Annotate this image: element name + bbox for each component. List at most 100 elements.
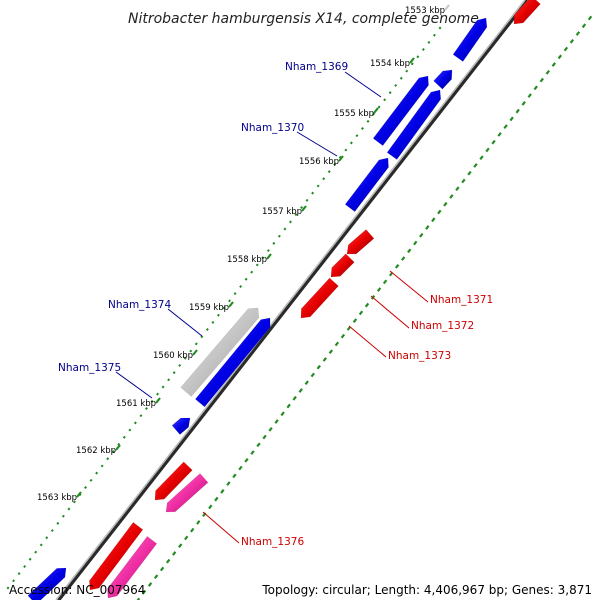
tick-dot	[34, 550, 38, 554]
tick-dash	[497, 132, 502, 137]
accession-text: Accession: NC_007964	[9, 583, 146, 597]
tick-dash	[581, 23, 587, 29]
tick-dot	[311, 191, 315, 195]
kbp-major-tick	[115, 444, 121, 451]
gene-reverse[interactable]	[154, 461, 193, 501]
tick-dash	[153, 574, 159, 580]
gene-pseudo[interactable]	[180, 307, 260, 397]
tick-dash	[557, 54, 563, 60]
tick-dash	[256, 442, 261, 448]
tick-dot	[316, 184, 320, 188]
tick-dot	[277, 234, 281, 238]
tick-dash	[250, 450, 255, 455]
tick-dash	[364, 302, 370, 308]
kbp-major-tick	[444, 4, 450, 11]
tick-dot	[250, 270, 254, 274]
gene-label-forward[interactable]: Nham_1370	[241, 122, 304, 134]
tick-dot	[128, 428, 132, 432]
tick-dash	[515, 108, 520, 114]
tick-dot	[377, 105, 381, 109]
tick-dot	[388, 91, 392, 95]
tick-dot	[100, 464, 104, 468]
tick-dash	[172, 551, 177, 556]
tick-dash	[467, 170, 472, 176]
tick-dash	[509, 116, 514, 122]
gene-reverse[interactable]	[330, 253, 355, 278]
tick-dash	[563, 46, 569, 52]
tick-dash	[280, 411, 285, 417]
gene-reverse[interactable]	[89, 522, 144, 591]
tick-dash	[165, 558, 171, 564]
gene-label-forward[interactable]: Nham_1374	[108, 299, 171, 311]
gene-label-reverse[interactable]: Nham_1376	[241, 536, 304, 548]
gene-forward[interactable]	[433, 69, 453, 90]
gene-rna[interactable]	[165, 473, 209, 513]
tick-dot	[23, 564, 27, 568]
tick-dot	[222, 306, 226, 310]
gene-features	[27, 0, 541, 600]
tick-dash	[376, 287, 382, 292]
tick-dot	[6, 586, 10, 590]
tick-dot	[72, 500, 76, 504]
tick-dash	[449, 194, 454, 199]
tick-dot	[355, 134, 359, 138]
gene-label-forward-leader	[115, 371, 153, 399]
tick-dash	[539, 77, 544, 83]
tick-dash	[413, 240, 418, 246]
gene-label-reverse-leader	[389, 270, 429, 303]
kbp-major-tick	[76, 491, 82, 498]
tick-dot	[39, 543, 43, 547]
tick-dot	[167, 378, 171, 382]
gene-label-reverse[interactable]: Nham_1371	[430, 294, 493, 306]
gene-label-forward[interactable]: Nham_1369	[285, 61, 348, 73]
tick-dash	[214, 496, 219, 502]
tick-dot	[61, 514, 65, 518]
gene-forward[interactable]	[452, 17, 488, 62]
tick-dot	[144, 407, 148, 410]
gene-forward[interactable]	[386, 89, 441, 160]
kbp-label: 1559 kbp	[189, 303, 229, 313]
kbp-label: 1556 kbp	[299, 157, 339, 167]
tick-dash	[298, 388, 303, 393]
tick-dot	[266, 249, 270, 253]
gene-label-forward[interactable]: Nham_1375	[58, 362, 121, 374]
tick-dash	[352, 318, 358, 323]
tick-dot	[172, 371, 176, 375]
tick-dot	[17, 572, 21, 576]
tick-dash	[485, 147, 490, 153]
tick-dash	[443, 201, 448, 207]
tick-dot	[338, 155, 342, 159]
tick-dash	[159, 566, 165, 572]
kbp-major-tick	[266, 253, 272, 260]
label-leaders	[115, 71, 429, 544]
tick-dot	[200, 335, 204, 339]
tick-dash	[268, 426, 273, 432]
gene-forward[interactable]	[344, 157, 389, 212]
kbp-major-tick	[373, 107, 379, 114]
gene-label-reverse-leader	[348, 325, 387, 358]
tick-dash	[220, 489, 225, 494]
gene-label-reverse-leader	[202, 511, 240, 544]
tick-dash	[575, 31, 581, 36]
tick-dash	[394, 263, 400, 269]
gene-label-reverse[interactable]: Nham_1372	[411, 320, 474, 332]
tick-dot	[372, 112, 376, 116]
kbp-label: 1558 kbp	[227, 255, 267, 265]
tick-dash	[244, 457, 249, 463]
gene-reverse[interactable]	[300, 277, 339, 319]
gene-label-reverse[interactable]: Nham_1373	[388, 350, 451, 362]
gene-reverse[interactable]	[513, 0, 541, 25]
kbp-major-tick	[301, 205, 307, 212]
kbp-major-tick	[155, 397, 161, 404]
gene-forward[interactable]	[27, 567, 67, 600]
tick-dot	[67, 507, 71, 511]
gene-label-forward-leader	[167, 308, 203, 337]
gene-forward[interactable]	[171, 417, 191, 435]
gene-rna[interactable]	[107, 536, 158, 599]
gene-forward[interactable]	[372, 75, 429, 146]
tick-dot	[438, 26, 442, 30]
tick-dash	[147, 582, 153, 587]
gene-reverse[interactable]	[346, 229, 375, 255]
gene-forward[interactable]	[195, 317, 271, 408]
tick-dash	[437, 209, 442, 215]
